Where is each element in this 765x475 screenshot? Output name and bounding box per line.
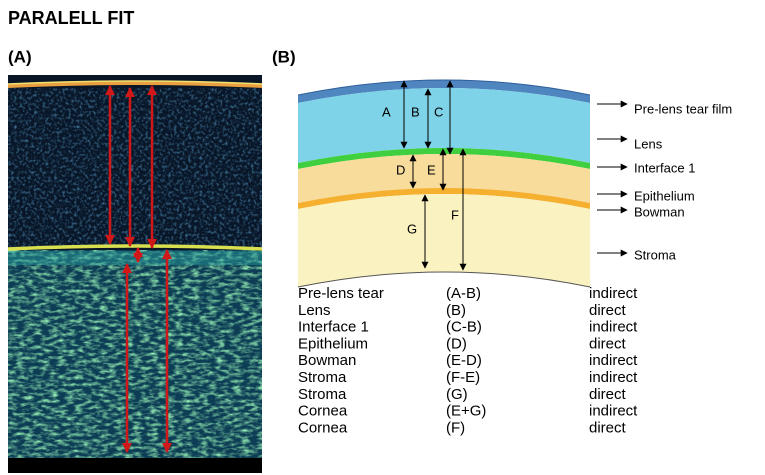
table-cell: Cornea bbox=[298, 403, 348, 420]
layer-band bbox=[298, 80, 590, 103]
layer-edge bbox=[297, 79, 591, 96]
table-cell: (F) bbox=[446, 419, 465, 436]
panel-label: (B) bbox=[272, 47, 296, 66]
layer-label: Stroma bbox=[634, 247, 677, 262]
layer-band bbox=[298, 88, 590, 163]
table-cell: (E+G) bbox=[446, 403, 486, 420]
segment-arrows bbox=[400, 80, 467, 271]
segment-letter: C bbox=[434, 104, 443, 119]
table-cell: indirect bbox=[589, 285, 638, 302]
table-cell: Stroma bbox=[298, 386, 347, 403]
table-cell: indirect bbox=[589, 352, 638, 369]
cornea-layers bbox=[297, 79, 591, 288]
table-cell: Pre-lens tear bbox=[298, 285, 384, 302]
table-cell: direct bbox=[589, 335, 627, 352]
table-cell: indirect bbox=[589, 369, 638, 386]
table-cell: (A-B) bbox=[446, 285, 481, 302]
table-cell: (D) bbox=[446, 335, 467, 352]
table-cell: Stroma bbox=[298, 369, 347, 386]
table-cell: Epithelium bbox=[298, 335, 368, 352]
table-cell: Cornea bbox=[298, 419, 348, 436]
segment-letter: E bbox=[427, 162, 436, 177]
layer-label: Pre-lens tear film bbox=[634, 101, 732, 116]
segment-letter: B bbox=[411, 104, 420, 119]
table-cell: direct bbox=[589, 419, 627, 436]
layer-labels: Pre-lens tear film Lens Interface 1 Epithel… bbox=[597, 100, 732, 262]
layer-label: Epithelium bbox=[634, 188, 695, 203]
layer-band bbox=[298, 194, 590, 287]
table: Pre-lens tear (A-B) indirect Lens (B) direct I… bbox=[298, 285, 638, 436]
oct-image bbox=[8, 75, 262, 473]
red-arrows bbox=[105, 85, 172, 453]
layer-band bbox=[298, 148, 590, 169]
table-cell: indirect bbox=[589, 319, 638, 336]
segment-letter: F bbox=[451, 207, 459, 222]
segment-letter: D bbox=[396, 162, 405, 177]
table-cell: (C-B) bbox=[446, 319, 482, 336]
segment-letter: A bbox=[382, 104, 391, 119]
layer-label: Bowman bbox=[634, 204, 685, 219]
table-cell: Bowman bbox=[298, 352, 356, 369]
layer-edge bbox=[297, 271, 591, 288]
panel-label: (A) bbox=[8, 47, 32, 66]
table-cell: direct bbox=[589, 302, 627, 319]
table-cell: (E-D) bbox=[446, 352, 482, 369]
layer-label: Lens bbox=[634, 136, 663, 151]
table-cell: Lens bbox=[298, 302, 331, 319]
segment-letter: G bbox=[407, 221, 417, 236]
title: PARALELL FIT bbox=[8, 8, 134, 28]
layer-band bbox=[298, 188, 590, 209]
table-cell: (F-E) bbox=[446, 369, 480, 386]
layer-label: Interface 1 bbox=[634, 160, 695, 175]
table-cell: (G) bbox=[446, 386, 468, 403]
table-cell: indirect bbox=[589, 403, 638, 420]
table-cell: (B) bbox=[446, 302, 466, 319]
table-cell: direct bbox=[589, 386, 627, 403]
table-cell: Interface 1 bbox=[298, 319, 369, 336]
